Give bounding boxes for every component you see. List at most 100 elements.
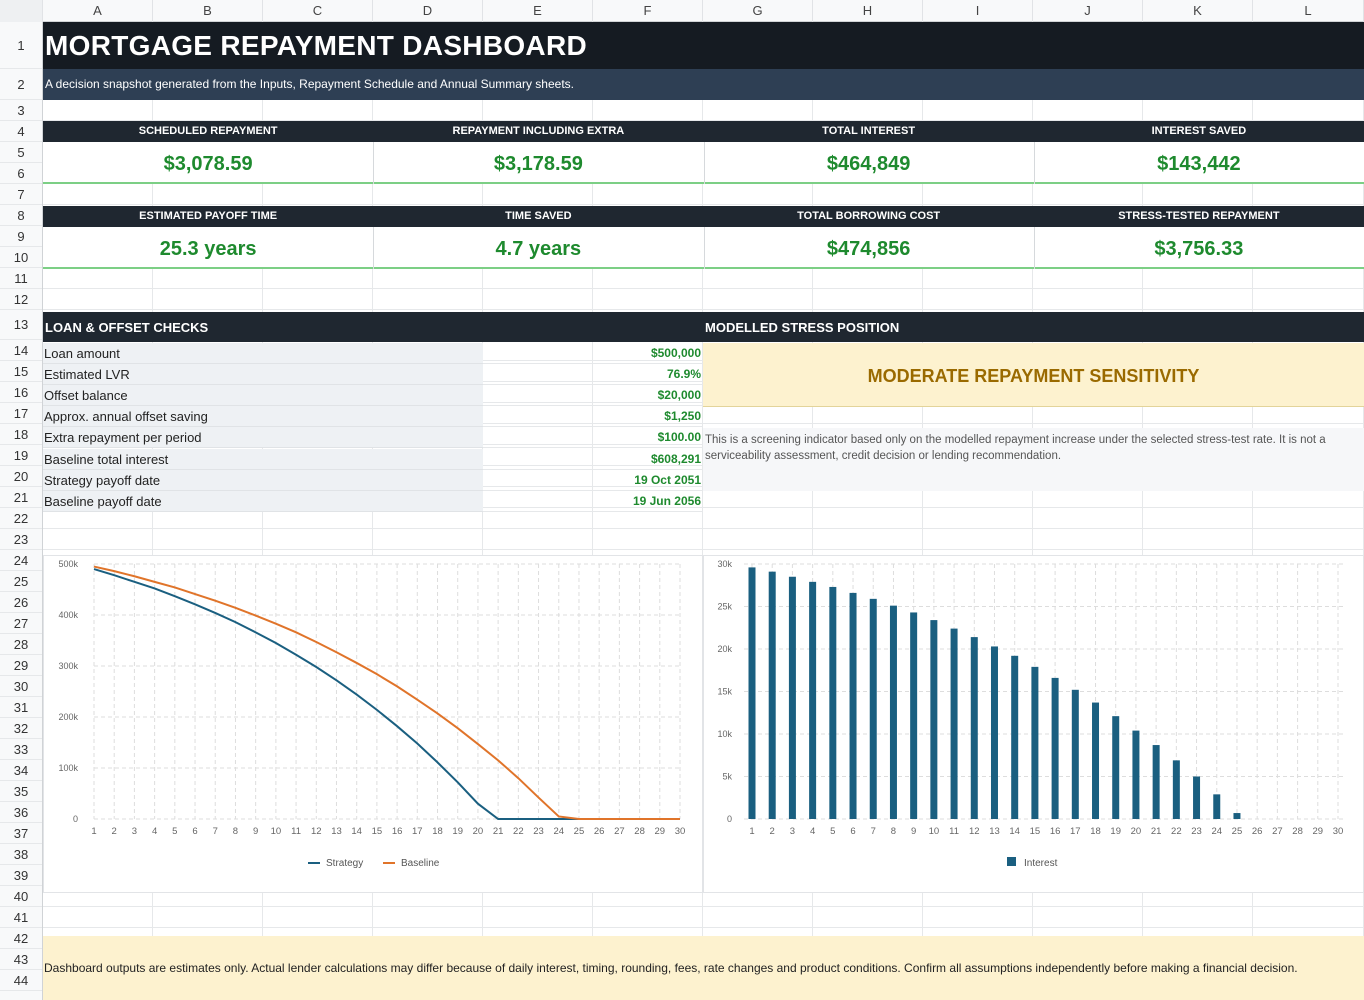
row-header-17[interactable]: 17	[0, 403, 42, 424]
column-header-a[interactable]: A	[43, 0, 153, 22]
column-header-b[interactable]: B	[153, 0, 263, 22]
grid-cell[interactable]	[593, 886, 703, 907]
row-header-44[interactable]: 44	[0, 970, 42, 991]
column-header-h[interactable]: H	[813, 0, 923, 22]
grid-cell[interactable]	[1253, 529, 1364, 550]
grid-cell[interactable]	[1033, 289, 1143, 310]
row-header-16[interactable]: 16	[0, 382, 42, 403]
row-header-31[interactable]: 31	[0, 697, 42, 718]
grid-cell[interactable]	[1143, 100, 1253, 121]
column-header-e[interactable]: E	[483, 0, 593, 22]
grid-cell[interactable]	[703, 487, 813, 508]
grid-cell[interactable]	[593, 184, 703, 205]
row-header-40[interactable]: 40	[0, 886, 42, 907]
grid-cell[interactable]	[1033, 100, 1143, 121]
grid-cell[interactable]	[703, 508, 813, 529]
row-header-2[interactable]: 2	[0, 69, 42, 100]
row-header-27[interactable]: 27	[0, 613, 42, 634]
grid-cell[interactable]	[703, 886, 813, 907]
grid-cell[interactable]	[1143, 529, 1253, 550]
row-header-7[interactable]: 7	[0, 184, 42, 205]
row-header-23[interactable]: 23	[0, 529, 42, 550]
grid-cell[interactable]	[483, 886, 593, 907]
row-header-30[interactable]: 30	[0, 676, 42, 697]
grid-cell[interactable]	[923, 403, 1033, 424]
grid-cell[interactable]	[263, 100, 373, 121]
grid-cell[interactable]	[703, 529, 813, 550]
grid-cell[interactable]	[153, 289, 263, 310]
grid-cell[interactable]	[1253, 100, 1364, 121]
grid-cell[interactable]	[483, 466, 593, 487]
grid-cell[interactable]	[483, 529, 593, 550]
grid-cell[interactable]	[483, 268, 593, 289]
grid-cell[interactable]	[43, 886, 153, 907]
grid-cell[interactable]	[703, 100, 813, 121]
grid-cell[interactable]	[1143, 907, 1253, 928]
grid-cell[interactable]	[703, 907, 813, 928]
grid-cell[interactable]	[263, 508, 373, 529]
grid-cell[interactable]	[43, 508, 153, 529]
grid-cell[interactable]	[1033, 184, 1143, 205]
grid-cell[interactable]	[593, 100, 703, 121]
grid-cell[interactable]	[1253, 184, 1364, 205]
grid-cell[interactable]	[43, 289, 153, 310]
grid-cell[interactable]	[593, 907, 703, 928]
row-header-18[interactable]: 18	[0, 424, 42, 445]
grid-cell[interactable]	[593, 466, 703, 487]
row-header-39[interactable]: 39	[0, 865, 42, 886]
column-header-c[interactable]: C	[263, 0, 373, 22]
column-header-l[interactable]: L	[1253, 0, 1364, 22]
grid-cell[interactable]	[923, 289, 1033, 310]
grid-cell[interactable]	[1033, 403, 1143, 424]
grid-cell[interactable]	[923, 508, 1033, 529]
grid-cell[interactable]	[483, 340, 593, 361]
row-header-14[interactable]: 14	[0, 340, 42, 361]
grid-cell[interactable]	[263, 529, 373, 550]
grid-cell[interactable]	[153, 100, 263, 121]
grid-cell[interactable]	[813, 403, 923, 424]
grid-cell[interactable]	[923, 886, 1033, 907]
row-header-22[interactable]: 22	[0, 508, 42, 529]
column-header-d[interactable]: D	[373, 0, 483, 22]
grid-cell[interactable]	[153, 886, 263, 907]
grid-cell[interactable]	[483, 907, 593, 928]
grid-cell[interactable]	[1033, 268, 1143, 289]
grid-cell[interactable]	[593, 361, 703, 382]
grid-cell[interactable]	[373, 100, 483, 121]
grid-cell[interactable]	[813, 268, 923, 289]
grid-cell[interactable]	[593, 268, 703, 289]
row-header-19[interactable]: 19	[0, 445, 42, 466]
row-header-28[interactable]: 28	[0, 634, 42, 655]
grid-cell[interactable]	[43, 529, 153, 550]
grid-cell[interactable]	[43, 268, 153, 289]
grid-cell[interactable]	[373, 529, 483, 550]
grid-cell[interactable]	[1143, 886, 1253, 907]
grid-cell[interactable]	[593, 340, 703, 361]
grid-cell[interactable]	[483, 100, 593, 121]
grid-cell[interactable]	[813, 184, 923, 205]
row-header-8[interactable]: 8	[0, 205, 42, 226]
grid-cell[interactable]	[373, 907, 483, 928]
grid-cell[interactable]	[923, 184, 1033, 205]
column-header-j[interactable]: J	[1033, 0, 1143, 22]
grid-cell[interactable]	[1143, 403, 1253, 424]
row-header-20[interactable]: 20	[0, 466, 42, 487]
grid-cell[interactable]	[153, 184, 263, 205]
grid-cell[interactable]	[1033, 907, 1143, 928]
grid-cell[interactable]	[263, 886, 373, 907]
grid-cell[interactable]	[483, 508, 593, 529]
grid-cell[interactable]	[263, 289, 373, 310]
row-header-41[interactable]: 41	[0, 907, 42, 928]
grid-cell[interactable]	[373, 508, 483, 529]
grid-cell[interactable]	[483, 184, 593, 205]
grid-cell[interactable]	[1143, 268, 1253, 289]
grid-cell[interactable]	[593, 529, 703, 550]
grid-cell[interactable]	[813, 289, 923, 310]
grid-cell[interactable]	[1253, 508, 1364, 529]
row-header-11[interactable]: 11	[0, 268, 42, 289]
grid-cell[interactable]	[373, 184, 483, 205]
grid-cell[interactable]	[1143, 289, 1253, 310]
grid-cell[interactable]	[483, 487, 593, 508]
grid-cell[interactable]	[1033, 529, 1143, 550]
grid-cell[interactable]	[923, 268, 1033, 289]
